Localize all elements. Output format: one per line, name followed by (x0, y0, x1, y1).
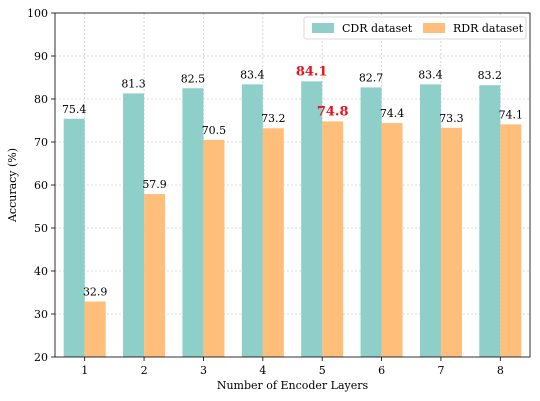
x-tick-label: 1 (81, 364, 88, 377)
data-label-rdr-7: 73.3 (439, 112, 464, 125)
bar-rdr-1 (84, 301, 106, 357)
bar-cdr-1 (63, 118, 85, 357)
bar-rdr-3 (203, 139, 225, 357)
bar-cdr-2 (123, 93, 145, 357)
legend-swatch-cdr (312, 23, 334, 33)
bar-cdr-7 (419, 84, 441, 357)
data-label-rdr-1: 32.9 (83, 286, 108, 299)
y-tick-label: 90 (34, 50, 48, 63)
y-tick-label: 50 (34, 222, 48, 235)
data-label-cdr-6: 82.7 (359, 71, 384, 84)
x-axis-label: Number of Encoder Layers (217, 379, 369, 392)
bar-cdr-8 (479, 85, 501, 358)
x-tick-label: 3 (200, 364, 207, 377)
data-label-rdr-5: 74.8 (317, 104, 349, 119)
data-labels: 75.4 81.3 82.5 83.4 84.1 82.7 83.4 83.2 32.9 57.9… (62, 64, 523, 298)
bar-rdr-6 (381, 123, 403, 357)
x-tick-label: 4 (259, 364, 266, 377)
data-label-cdr-4: 83.4 (240, 68, 265, 81)
bars (63, 81, 522, 358)
y-tick-label: 20 (34, 351, 48, 364)
bar-rdr-4 (262, 128, 284, 357)
legend-label-rdr: RDR dataset (453, 22, 524, 35)
y-tick-label: 70 (34, 136, 48, 149)
legend-label-cdr: CDR dataset (342, 22, 413, 35)
bar-cdr-3 (182, 88, 204, 357)
y-tick-label: 40 (34, 265, 48, 278)
y-tick-label: 30 (34, 308, 48, 321)
data-label-rdr-3: 70.5 (202, 124, 227, 137)
bar-cdr-4 (241, 84, 263, 357)
x-tick-label: 8 (497, 364, 504, 377)
y-axis-ticks: 20 30 40 50 60 70 80 90 100 (27, 7, 55, 364)
bar-rdr-7 (440, 127, 462, 357)
data-label-cdr-8: 83.2 (478, 69, 503, 82)
x-axis-ticks: 1 2 3 4 5 6 7 8 (81, 357, 504, 377)
bar-rdr-2 (144, 194, 166, 357)
y-tick-label: 80 (34, 93, 48, 106)
x-tick-label: 5 (319, 364, 326, 377)
legend-swatch-rdr (423, 23, 445, 33)
data-label-cdr-1: 75.4 (62, 103, 87, 116)
data-label-cdr-5: 84.1 (296, 64, 328, 79)
y-tick-label: 60 (34, 179, 48, 192)
data-label-cdr-3: 82.5 (181, 72, 206, 85)
bar-rdr-5 (322, 121, 344, 357)
y-tick-label: 100 (27, 7, 48, 20)
legend: CDR dataset RDR dataset (303, 16, 527, 40)
data-label-rdr-4: 73.2 (261, 112, 286, 125)
bar-cdr-5 (301, 81, 323, 358)
y-axis-label: Accuracy (%) (6, 148, 19, 223)
x-tick-label: 2 (141, 364, 148, 377)
data-label-rdr-6: 74.4 (380, 107, 405, 120)
bar-rdr-8 (500, 124, 522, 358)
data-label-cdr-7: 83.4 (418, 68, 443, 81)
bar-cdr-6 (360, 87, 382, 357)
data-label-cdr-2: 81.3 (121, 77, 146, 90)
data-label-rdr-8: 74.1 (499, 108, 524, 121)
legend-box (303, 16, 527, 40)
x-tick-label: 6 (378, 364, 385, 377)
x-tick-label: 7 (437, 364, 444, 377)
data-label-rdr-2: 57.9 (142, 178, 167, 191)
